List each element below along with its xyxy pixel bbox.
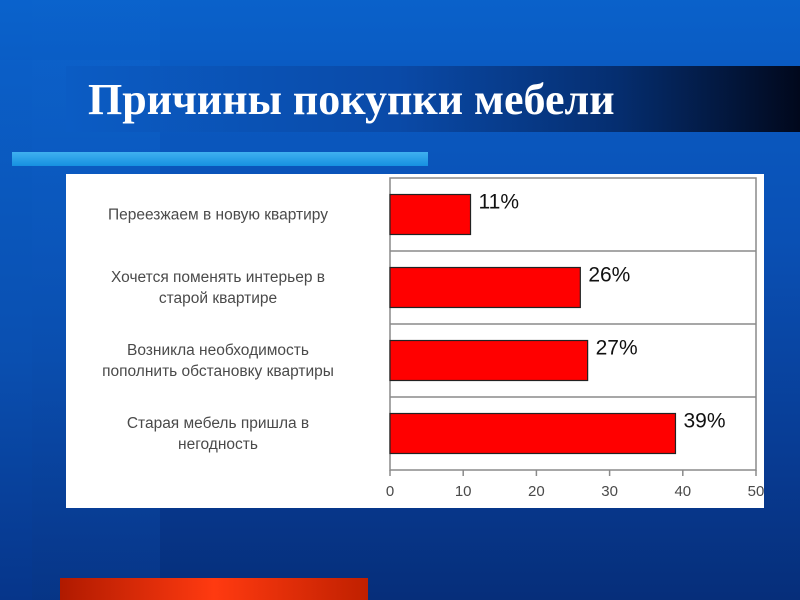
accent-line — [12, 152, 428, 166]
category-label: Возникла необходимость — [127, 342, 309, 359]
category-label: Хочется поменять интерьер в — [111, 269, 325, 286]
category-label: старой квартире — [159, 290, 277, 307]
data-label: 39% — [683, 410, 725, 433]
chart-panel: 11% Переезжаем в новую квартиру 26% Хочется… — [66, 174, 764, 508]
category-label: Переезжаем в новую квартиру — [108, 207, 328, 224]
category-label: негодность — [178, 436, 258, 453]
decorative-top-band — [0, 0, 800, 60]
x-tick-label: 0 — [386, 483, 394, 500]
data-label: 27% — [596, 337, 638, 360]
slide-title: Причины покупки мебели — [88, 75, 615, 124]
category-label: Старая мебель пришла в — [127, 415, 309, 432]
data-label: 26% — [588, 264, 630, 287]
title-band — [66, 66, 800, 132]
bar — [389, 193, 472, 236]
data-label: 11% — [479, 191, 519, 214]
x-tick-label: 40 — [674, 483, 691, 500]
bar — [389, 339, 589, 382]
x-tick-label: 20 — [528, 483, 545, 500]
x-tick-label: 50 — [748, 483, 764, 500]
x-tick-label: 10 — [455, 483, 472, 500]
bar-chart: 11% Переезжаем в новую квартиру 26% Хочется… — [102, 177, 764, 500]
bar — [389, 412, 677, 455]
decorative-vertical-band — [0, 0, 32, 600]
bar — [389, 266, 581, 309]
category-label: пополнить обстановку квартиры — [102, 363, 334, 380]
decorative-bottom-bar — [60, 578, 368, 600]
x-tick-label: 30 — [601, 483, 618, 500]
